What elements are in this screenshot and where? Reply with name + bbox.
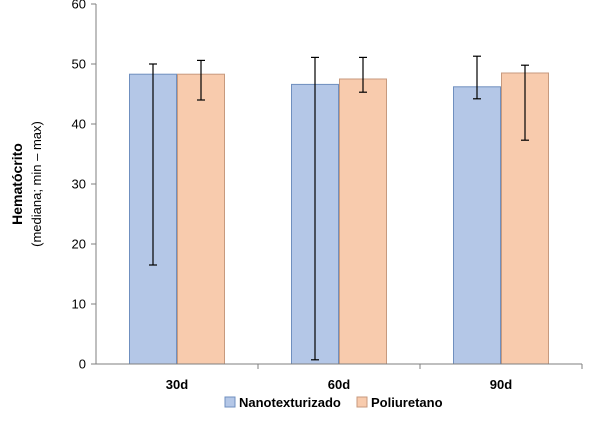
- error-bar: [473, 55, 481, 100]
- y-tick-label: 60: [72, 0, 86, 12]
- legend-swatch: [224, 396, 236, 408]
- error-bar: [359, 56, 367, 93]
- legend: Nanotexturizado Poliuretano: [224, 395, 443, 410]
- error-bar: [311, 56, 319, 361]
- bar: [177, 73, 225, 365]
- y-axis-label: Hematócrito: [9, 143, 25, 225]
- bar: [339, 78, 387, 365]
- legend-item: Poliuretano: [356, 395, 443, 410]
- error-bar: [521, 64, 529, 141]
- x-axis: 30d 60d 90d: [166, 377, 512, 392]
- y-tick-label: 50: [72, 57, 86, 72]
- error-bars: [149, 55, 529, 361]
- legend-item: Nanotexturizado: [224, 395, 341, 410]
- y-tick-label: 20: [72, 237, 86, 252]
- axes: [95, 4, 583, 369]
- y-tick-label: 40: [72, 117, 86, 132]
- legend-label: Poliuretano: [371, 395, 443, 410]
- y-axis-sublabel: (mediana; min – max): [29, 121, 44, 247]
- y-tick-label: 30: [72, 177, 86, 192]
- bar: [453, 86, 501, 365]
- x-tick-label: 60d: [328, 377, 350, 392]
- y-tick-label: 10: [72, 297, 86, 312]
- x-tick-label: 30d: [166, 377, 188, 392]
- bars: [129, 72, 549, 365]
- y-axis-title: Hematócrito (mediana; min – max): [9, 121, 44, 247]
- x-tick-label: 90d: [490, 377, 512, 392]
- error-bar: [197, 59, 205, 101]
- legend-swatch: [356, 396, 368, 408]
- y-axis: 0 10 20 30 40 50 60: [72, 0, 96, 372]
- legend-label: Nanotexturizado: [239, 395, 341, 410]
- error-bar: [149, 63, 157, 266]
- y-tick-label: 0: [79, 357, 86, 372]
